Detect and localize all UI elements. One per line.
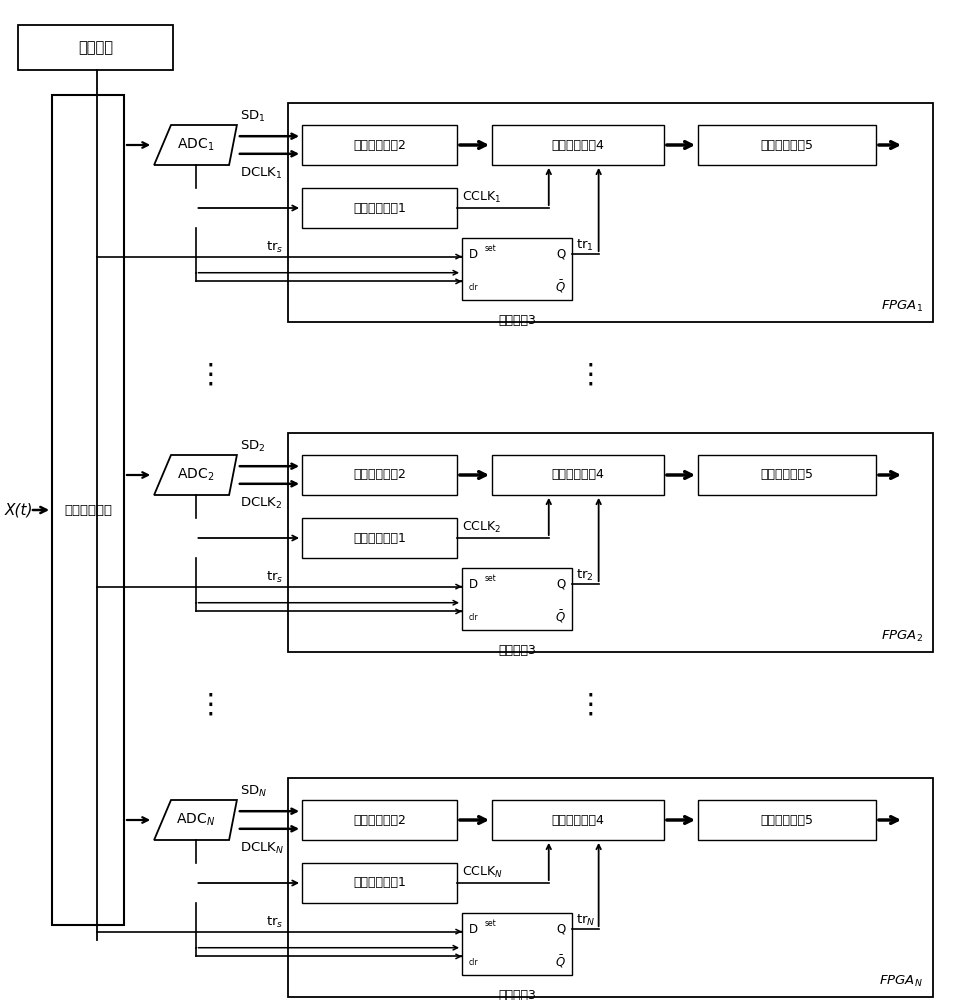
Text: tr$_N$: tr$_N$ xyxy=(576,913,595,928)
Bar xyxy=(302,188,457,228)
Bar xyxy=(302,455,457,495)
Text: FPGA$_1$: FPGA$_1$ xyxy=(881,299,923,314)
Text: 串并转换模块2: 串并转换模块2 xyxy=(353,814,406,826)
Text: FPGA$_2$: FPGA$_2$ xyxy=(881,629,923,644)
Text: CCLK$_2$: CCLK$_2$ xyxy=(462,520,501,535)
Text: 数据存储模块4: 数据存储模块4 xyxy=(552,139,605,152)
Text: Q: Q xyxy=(557,923,566,936)
Text: X(t): X(t) xyxy=(5,502,33,518)
Text: tr$_s$: tr$_s$ xyxy=(265,239,283,255)
Bar xyxy=(492,455,664,495)
Bar xyxy=(462,913,572,975)
Text: tr$_2$: tr$_2$ xyxy=(576,568,594,583)
Text: clr: clr xyxy=(469,283,478,292)
Text: D: D xyxy=(469,923,478,936)
Text: SD$_N$: SD$_N$ xyxy=(240,784,267,799)
Bar xyxy=(288,778,933,997)
Text: set: set xyxy=(485,244,497,253)
Text: ⋮: ⋮ xyxy=(576,691,604,719)
Text: $\bar{Q}$: $\bar{Q}$ xyxy=(555,608,566,625)
Text: set: set xyxy=(485,919,497,928)
Text: ⋮: ⋮ xyxy=(196,691,223,719)
Text: tr$_s$: tr$_s$ xyxy=(265,914,283,930)
Text: 触发模块3: 触发模块3 xyxy=(499,644,536,657)
Text: DCLK$_1$: DCLK$_1$ xyxy=(240,166,283,181)
Polygon shape xyxy=(154,125,237,165)
Bar xyxy=(288,103,933,322)
Bar xyxy=(698,125,876,165)
Polygon shape xyxy=(154,800,237,840)
Text: 触发模块3: 触发模块3 xyxy=(499,989,536,1000)
Bar xyxy=(52,95,124,925)
Text: DCLK$_2$: DCLK$_2$ xyxy=(240,496,283,511)
Bar xyxy=(698,800,876,840)
Text: 串并转换模块2: 串并转换模块2 xyxy=(353,139,406,152)
Text: ADC$_N$: ADC$_N$ xyxy=(176,812,215,828)
Text: D: D xyxy=(469,578,478,591)
Text: CCLK$_1$: CCLK$_1$ xyxy=(462,190,501,205)
Polygon shape xyxy=(154,455,237,495)
Text: 数据存储模块4: 数据存储模块4 xyxy=(552,468,605,482)
Text: ADC$_1$: ADC$_1$ xyxy=(177,137,214,153)
Text: D: D xyxy=(469,248,478,261)
Bar xyxy=(698,455,876,495)
Text: 串并转换模块2: 串并转换模块2 xyxy=(353,468,406,482)
Bar xyxy=(462,568,572,630)
Text: DCLK$_N$: DCLK$_N$ xyxy=(240,841,285,856)
Text: ADC$_2$: ADC$_2$ xyxy=(177,467,214,483)
Text: 数据处理模块5: 数据处理模块5 xyxy=(760,139,814,152)
Text: tr$_1$: tr$_1$ xyxy=(576,238,594,253)
Text: 数据处理模块5: 数据处理模块5 xyxy=(760,814,814,826)
Text: ⋮: ⋮ xyxy=(576,361,604,389)
Text: 触发通道: 触发通道 xyxy=(78,40,113,55)
Text: FPGA$_N$: FPGA$_N$ xyxy=(880,974,923,989)
Bar xyxy=(492,125,664,165)
Text: 数据处理模块5: 数据处理模块5 xyxy=(760,468,814,482)
Bar xyxy=(302,125,457,165)
Text: $\bar{Q}$: $\bar{Q}$ xyxy=(555,953,566,970)
Bar xyxy=(302,518,457,558)
Text: SD$_2$: SD$_2$ xyxy=(240,439,265,454)
Text: 数据存储模块4: 数据存储模块4 xyxy=(552,814,605,826)
Text: clr: clr xyxy=(469,958,478,967)
Text: 内部时钟模块1: 内部时钟模块1 xyxy=(353,876,406,890)
Bar xyxy=(302,863,457,903)
Text: clr: clr xyxy=(469,613,478,622)
Bar xyxy=(492,800,664,840)
Text: Q: Q xyxy=(557,578,566,591)
Text: 触发模块3: 触发模块3 xyxy=(499,314,536,327)
Text: 信号调理通道: 信号调理通道 xyxy=(64,503,112,516)
Bar xyxy=(302,800,457,840)
Text: tr$_s$: tr$_s$ xyxy=(265,570,283,585)
Text: Q: Q xyxy=(557,248,566,261)
Text: ⋮: ⋮ xyxy=(196,361,223,389)
Text: 内部时钟模块1: 内部时钟模块1 xyxy=(353,532,406,544)
Text: SD$_1$: SD$_1$ xyxy=(240,109,265,124)
Bar xyxy=(18,25,173,70)
Bar xyxy=(462,238,572,300)
Text: set: set xyxy=(485,574,497,583)
Text: 内部时钟模块1: 内部时钟模块1 xyxy=(353,202,406,215)
Bar xyxy=(288,433,933,652)
Text: $\bar{Q}$: $\bar{Q}$ xyxy=(555,278,566,295)
Text: CCLK$_N$: CCLK$_N$ xyxy=(462,865,503,880)
